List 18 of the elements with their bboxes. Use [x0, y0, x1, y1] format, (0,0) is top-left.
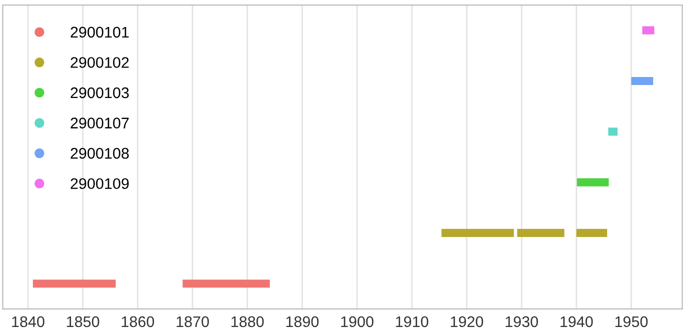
x-tick-label: 1860: [122, 316, 154, 328]
x-tick-label: 1900: [341, 316, 374, 328]
legend-label: 2900103: [70, 87, 129, 98]
x-tick-label: 1880: [232, 316, 264, 328]
x-tick-label: 1890: [286, 316, 319, 328]
x-tick-label: 1840: [12, 316, 44, 328]
legend-label: 2900109: [70, 178, 129, 190]
x-tick-label: 1940: [560, 316, 593, 328]
x-tick-label: 1910: [396, 316, 428, 328]
legend-label: 2900102: [70, 57, 129, 68]
x-tick-label: 1850: [66, 316, 100, 328]
x-tick-label: 1920: [450, 316, 484, 328]
legend-label: 2900108: [70, 148, 129, 159]
x-tick-label: 1930: [506, 316, 538, 328]
x-tick-label: 1870: [176, 316, 209, 328]
x-tick-label: 1950: [615, 316, 648, 328]
legend-label: 2900107: [70, 118, 129, 128]
legend-label: 2900101: [70, 26, 129, 38]
